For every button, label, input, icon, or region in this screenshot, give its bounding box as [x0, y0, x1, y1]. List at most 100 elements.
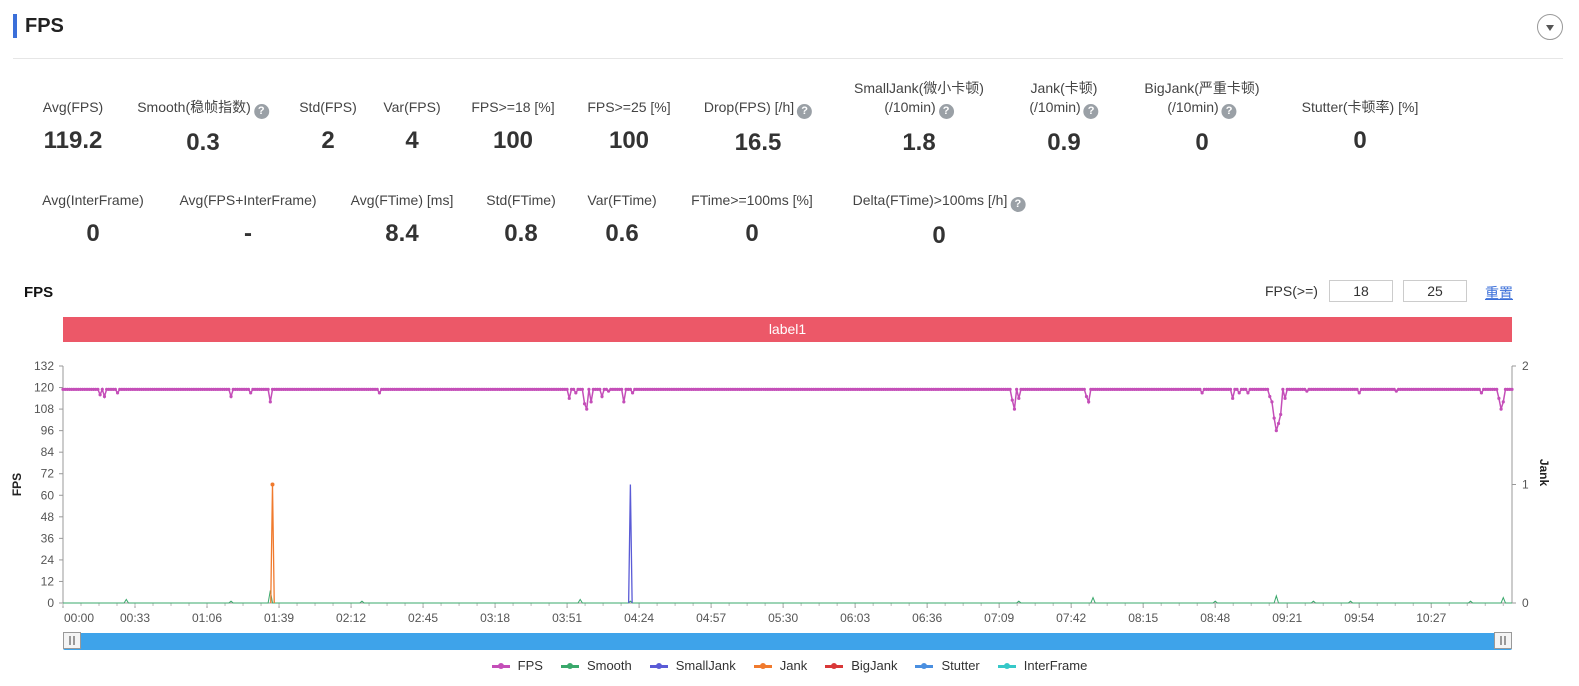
- fps-series-line: [63, 387, 1512, 431]
- slider-left-handle[interactable]: [63, 632, 81, 649]
- legend-item-jank[interactable]: Jank: [753, 658, 808, 673]
- y-tick-label: 0: [47, 596, 54, 610]
- header-accent-bar: [13, 14, 17, 38]
- fps-point: [585, 407, 589, 411]
- legend-item-stutter[interactable]: Stutter: [915, 658, 980, 673]
- stat-value: -: [244, 220, 252, 247]
- legend-item-smalljank[interactable]: SmallJank: [649, 658, 736, 673]
- help-icon[interactable]: ?: [1083, 104, 1099, 119]
- stat-label-text: FPS>=25 [%]: [587, 99, 671, 115]
- fps-point: [1477, 387, 1481, 391]
- fps-point: [1510, 387, 1514, 391]
- stat-label-text: Jank(卡顿): [1030, 80, 1098, 96]
- fps-threshold-1-input[interactable]: [1329, 280, 1393, 302]
- fps-point: [1010, 398, 1014, 402]
- reset-link[interactable]: 重置: [1485, 285, 1513, 301]
- fps-point: [572, 387, 576, 391]
- help-icon[interactable]: ?: [1221, 104, 1237, 119]
- fps-point: [1228, 387, 1233, 391]
- fps-point: [1355, 387, 1359, 391]
- legend-item-smooth[interactable]: Smooth: [560, 658, 632, 673]
- row1-stat-2: Std(FPS) 2: [299, 98, 357, 155]
- fps-point: [580, 387, 584, 391]
- fps-point: [1272, 416, 1276, 420]
- stat-value: 100: [608, 127, 650, 154]
- fps-point: [598, 387, 602, 391]
- x-tick-label: 06:36: [912, 611, 942, 625]
- fps-point: [1084, 394, 1089, 399]
- x-tick-label: 03:51: [552, 611, 582, 625]
- stat-value: 0.9: [1047, 129, 1081, 156]
- stat-label-text: Avg(FPS+InterFrame): [179, 192, 317, 208]
- legend-label: Jank: [779, 658, 808, 673]
- fps-point: [1231, 396, 1235, 400]
- stat-label: SmallJank(微小卡顿): [854, 79, 984, 98]
- slider-right-handle[interactable]: [1494, 632, 1512, 649]
- help-icon[interactable]: ?: [253, 104, 269, 119]
- legend-swatch-icon: [997, 663, 1016, 670]
- legend-swatch-icon: [753, 663, 772, 670]
- section-title: FPS: [25, 15, 64, 37]
- legend-item-bigjank[interactable]: BigJank: [825, 658, 897, 673]
- legend-item-fps[interactable]: FPS: [491, 658, 543, 673]
- legend-item-interframe[interactable]: InterFrame: [997, 658, 1087, 673]
- x-tick-label: 05:30: [768, 611, 798, 625]
- stat-label: Avg(FPS+InterFrame): [179, 191, 316, 210]
- help-icon[interactable]: ?: [797, 104, 813, 119]
- fps-threshold-2-input[interactable]: [1403, 280, 1467, 302]
- fps-point: [620, 387, 624, 391]
- x-tick-label: 04:57: [696, 611, 726, 625]
- fps-point: [1017, 396, 1021, 400]
- fps-point: [1279, 412, 1283, 417]
- x-tick-label: 08:15: [1128, 611, 1158, 625]
- legend-label: Stutter: [941, 658, 980, 673]
- legend-swatch-icon: [560, 663, 579, 670]
- stat-label-unit: (/10min)?: [854, 98, 984, 119]
- legend-swatch-icon: [915, 663, 934, 670]
- help-icon[interactable]: ?: [938, 104, 954, 119]
- fps-point: [1015, 387, 1019, 391]
- fps-threshold-label: FPS(>=): [1265, 283, 1318, 299]
- stat-label-text: SmallJank(微小卡顿): [854, 80, 984, 96]
- stat-value: 119.2: [43, 127, 103, 154]
- stat-value: 0.3: [186, 129, 220, 156]
- collapse-toggle-icon[interactable]: [1537, 14, 1563, 40]
- row2-stat-2: Avg(FTime) [ms] 8.4: [351, 191, 454, 248]
- smooth-series-line: [63, 590, 1512, 604]
- stat-label-unit-text: (/10min): [884, 99, 936, 115]
- stat-value: 0: [1353, 127, 1367, 154]
- fps-point: [1246, 391, 1250, 395]
- row2-stat-1: Avg(FPS+InterFrame) -: [179, 191, 316, 248]
- fps-point: [1495, 387, 1499, 391]
- row2-stat-0: Avg(InterFrame) 0: [42, 191, 144, 248]
- fps-point: [582, 402, 587, 406]
- fps-point: [1281, 387, 1285, 391]
- fps-point: [98, 393, 102, 397]
- row1-stat-5: FPS>=25 [%] 100: [587, 98, 670, 155]
- stat-value: 0: [745, 220, 759, 247]
- fps-point: [567, 396, 571, 400]
- fps-point: [100, 387, 104, 391]
- time-range-slider[interactable]: [63, 632, 1512, 650]
- row1-stat-6: Drop(FPS) [/h]? 16.5: [704, 98, 813, 157]
- label-bar[interactable]: label1: [63, 317, 1512, 342]
- stat-value: 0: [1195, 129, 1209, 156]
- fps-point: [1394, 389, 1398, 393]
- row2-stat-5: FTime>=100ms [%] 0: [691, 191, 813, 248]
- y2-tick-label: 1: [1522, 478, 1529, 492]
- fps-point: [574, 391, 578, 395]
- legend-swatch-icon: [825, 663, 844, 670]
- y2-axis-label: Jank: [1537, 459, 1551, 487]
- x-tick-label: 07:42: [1056, 611, 1086, 625]
- stat-value: 16.5: [734, 129, 782, 156]
- fps-point: [102, 394, 107, 399]
- fps-chart: 01224364860728496108120132FPS012Jank00:0…: [10, 359, 1551, 625]
- help-icon[interactable]: ?: [1010, 197, 1026, 212]
- fps-point: [604, 387, 608, 391]
- y-tick-label: 120: [34, 381, 54, 395]
- fps-point: [587, 387, 591, 391]
- fps-point: [1479, 391, 1484, 395]
- row1-stat-7: SmallJank(微小卡顿) (/10min)? 1.8: [854, 79, 984, 157]
- stat-label: Std(FPS): [299, 98, 357, 117]
- y-tick-label: 24: [41, 553, 55, 567]
